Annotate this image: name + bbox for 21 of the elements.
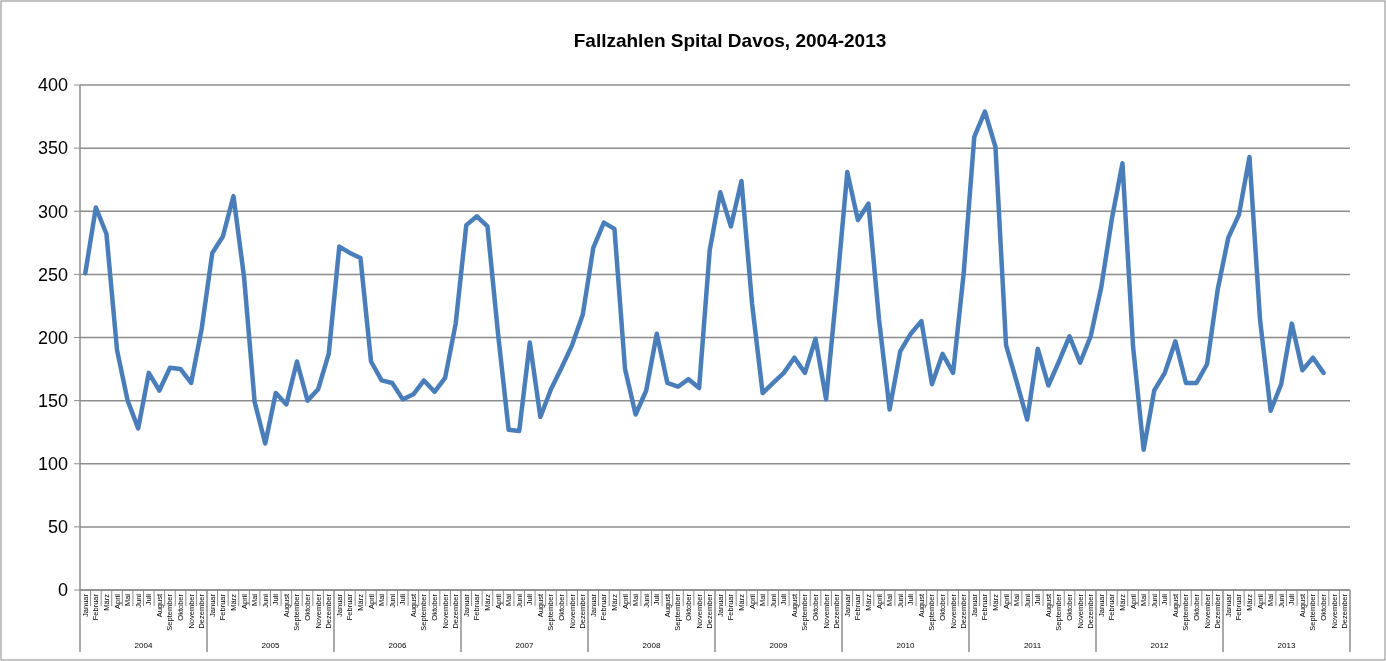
y-tick-label: 0: [57, 580, 68, 601]
text: 2004: [134, 641, 153, 650]
text: 2011: [1023, 641, 1042, 650]
y-tick-label: 150: [37, 390, 68, 411]
text: 2005: [261, 641, 280, 650]
y-tick-label: 250: [37, 264, 68, 285]
text: 2009: [769, 641, 788, 650]
y-tick-label: 400: [37, 75, 68, 96]
text: 2010: [896, 641, 915, 650]
text: 2012: [1150, 641, 1169, 650]
y-tick-label: 300: [37, 201, 68, 222]
text: 2013: [1277, 641, 1296, 650]
text: 2008: [642, 641, 661, 650]
chart-title: Fallzahlen Spital Davos, 2004-2013: [573, 30, 887, 51]
y-tick-label: 200: [37, 327, 68, 348]
y-tick-label: 100: [37, 454, 68, 475]
text: 2007: [515, 641, 534, 650]
line-series: [83, 109, 1326, 453]
y-tick-label: 350: [37, 138, 68, 159]
y-tick-label: 50: [47, 517, 68, 538]
text: 2006: [388, 641, 407, 650]
